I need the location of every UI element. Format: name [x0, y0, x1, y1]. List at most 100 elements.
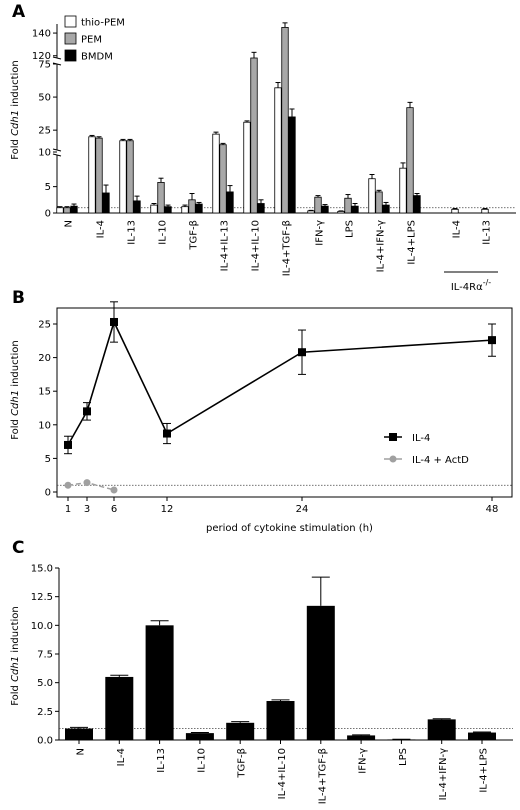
bar-c-7	[347, 735, 376, 740]
bar-a-1-3	[157, 182, 165, 214]
x-tick-label-c: IL-10	[196, 748, 207, 773]
bar-a-2-11	[413, 195, 421, 214]
x-tick-label-a: LPS	[345, 220, 356, 238]
bar-a-0-4	[181, 206, 189, 214]
x-tick-label-b: 12	[161, 504, 174, 515]
line-b-il4	[67, 319, 493, 446]
bar-a-0-3	[150, 204, 158, 214]
point-b-actd-0	[64, 481, 72, 489]
y-break-a-4	[52, 56, 62, 60]
bar-c-4	[226, 722, 255, 740]
bar-a-2-10	[382, 204, 390, 214]
bar-c-5	[266, 701, 295, 740]
y-tick-label-c: 10.0	[31, 621, 53, 632]
legend-label-a-1: PEM	[81, 35, 102, 46]
point-b-il4-1	[83, 407, 91, 416]
x-tick-label-c: IL-4	[116, 748, 127, 766]
panel-label-c: C	[12, 538, 24, 558]
y-tick-label-c: 7.5	[37, 650, 53, 661]
y-tick-label-a: 50	[38, 93, 51, 104]
bar-a-2-6	[257, 203, 265, 214]
bar-a-1-6	[250, 57, 258, 214]
x-tick-label-b: 48	[486, 504, 499, 515]
bar-a-ko-1	[481, 208, 489, 214]
x-tick-label-c: N	[76, 748, 87, 755]
bar-a-1-0	[63, 207, 71, 214]
x-tick-label-a: IL-4+IL-13	[220, 220, 231, 271]
legend-label-a-2: BMDM	[81, 52, 113, 63]
y-tick-label-b: 0	[45, 488, 51, 499]
y-tick-label-c: 12.5	[31, 592, 53, 603]
x-tick-label-c: LPS	[398, 748, 409, 766]
y-tick-label-b: 5	[45, 454, 51, 465]
y-tick-label-c: 5.0	[37, 678, 53, 689]
bar-a-2-8	[321, 205, 329, 214]
x-tick-label-b: 24	[296, 504, 309, 515]
y-tick-label-a: 140	[32, 29, 51, 40]
legend-label-b-1: IL-4 + ActD	[412, 455, 469, 466]
x-tick-label-a: N	[64, 220, 75, 227]
bar-c-2	[145, 625, 174, 740]
point-b-il4-0	[64, 440, 72, 449]
bar-a-2-9	[351, 205, 359, 214]
x-tick-label-c: IL-4+TGF-β	[317, 748, 328, 804]
bar-a-ko-0	[451, 208, 459, 214]
legend-swatch-a-0	[64, 15, 77, 28]
bar-a-1-11	[406, 107, 414, 214]
bar-a-1-5	[219, 144, 227, 214]
x-tick-label-a: TGF-β	[189, 220, 200, 251]
bar-a-0-6	[243, 121, 251, 214]
x-tick-label-a: IL-4+TGF-β	[282, 220, 293, 276]
x-tick-label-c: IL-4+IFN-γ	[438, 748, 449, 800]
y-tick-label-b: 15	[38, 387, 51, 398]
panel-label-b: B	[12, 288, 25, 308]
point-b-il4-2	[110, 317, 118, 326]
panel-label-a: A	[12, 2, 26, 22]
x-tick-label-a-ko: IL-4	[452, 220, 463, 238]
bar-a-1-2	[126, 140, 134, 214]
legend-swatch-a-1	[64, 32, 77, 45]
bar-c-9	[427, 719, 456, 740]
point-b-actd-1	[83, 479, 91, 487]
x-tick-label-c: IL-4+IL-10	[277, 748, 288, 799]
bar-c-6	[306, 605, 335, 740]
y-tick-label-c: 0.0	[37, 736, 53, 747]
legend-label-a-0: thio-PEM	[81, 18, 125, 29]
y-tick-label-a: 10	[38, 148, 51, 159]
x-tick-label-c: TGF-β	[237, 748, 248, 779]
y-axis-label-b: Fold Cdh1 induction	[10, 340, 21, 440]
y-break-a-1	[52, 153, 62, 157]
x-tick-label-a-ko: IL-13	[482, 220, 493, 245]
bar-a-2-7	[288, 116, 296, 214]
bar-a-0-9	[337, 211, 345, 214]
bar-a-1-8	[314, 196, 322, 214]
y-tick-label-b: 25	[38, 320, 51, 331]
x-tick-label-a: IL-4+IL-10	[251, 220, 262, 271]
legend-label-b-0: IL-4	[412, 433, 430, 444]
x-tick-label-a: IFN-γ	[315, 220, 326, 246]
point-b-il4-4	[298, 348, 306, 357]
x-tick-label-c: IL-13	[156, 748, 167, 773]
legend-marker-b-0	[389, 433, 397, 441]
y-axis-label-c: Fold Cdh1 induction	[10, 606, 21, 706]
x-tick-label-a: IL-13	[127, 220, 138, 245]
x-tick-label-a: IL-4	[96, 220, 107, 238]
point-b-il4-5	[488, 336, 496, 345]
point-b-actd-2	[110, 486, 118, 494]
y-tick-label-c: 2.5	[37, 707, 53, 718]
bar-a-1-7	[281, 26, 289, 214]
bar-a-1-4	[188, 199, 196, 214]
y-tick-label-a: 0	[45, 209, 51, 220]
x-tick-label-b: 6	[111, 504, 117, 515]
bar-a-0-8	[307, 210, 315, 214]
point-b-il4-3	[163, 429, 171, 438]
legend-marker-b-1	[389, 455, 397, 463]
y-tick-label-b: 10	[38, 420, 51, 431]
bar-a-0-0	[56, 207, 64, 214]
y-tick-label-b: 20	[38, 353, 51, 364]
x-tick-label-a: IL-10	[158, 220, 169, 245]
bar-a-0-2	[119, 140, 127, 214]
bar-a-2-5	[226, 191, 234, 214]
bar-c-10	[468, 732, 496, 740]
